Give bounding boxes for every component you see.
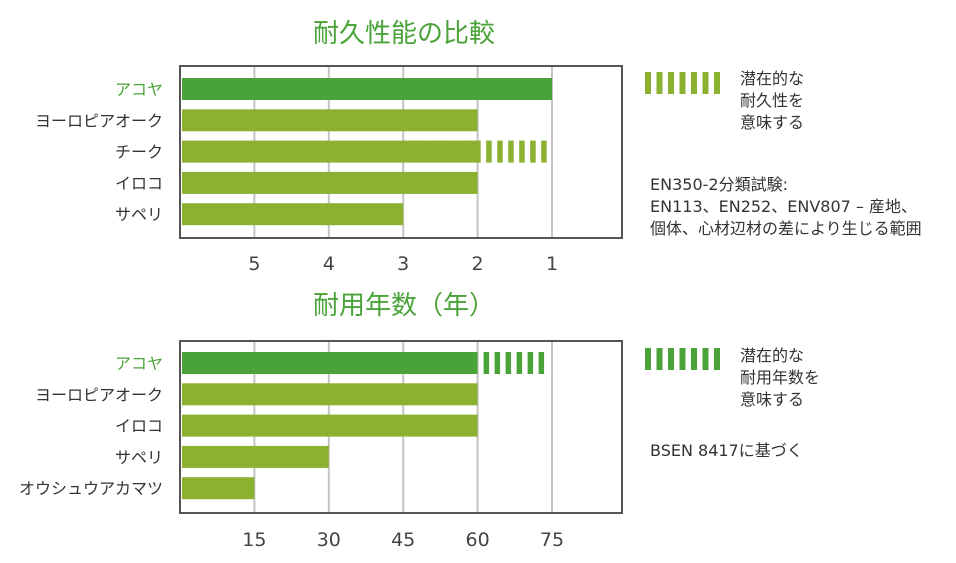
legend-label-line-2: 耐久性を <box>740 91 804 110</box>
bar-5 <box>182 477 255 500</box>
legend-stripe <box>668 348 674 370</box>
potential-stripe <box>431 140 437 163</box>
note-line-1: BSEN 8417に基づく <box>650 441 803 460</box>
bar-2 <box>182 383 478 406</box>
bar-4 <box>182 171 478 194</box>
category-label: チーク <box>115 143 163 162</box>
potential-stripe <box>497 140 503 163</box>
potential-stripe <box>505 352 512 374</box>
legend-swatch-service-life <box>645 348 720 370</box>
note-service-life: BSEN 8417に基づく <box>650 441 803 460</box>
legend-stripe <box>702 348 709 370</box>
legend-stripe <box>691 348 697 370</box>
category-label: サペリ <box>115 205 163 224</box>
x-tick-labels-durability: 5 4 3 2 1 <box>248 253 558 275</box>
x-tick-label: 5 <box>248 253 260 275</box>
legend-stripe <box>691 72 697 94</box>
legend-stripe <box>714 348 720 370</box>
category-label: アコヤ <box>115 354 163 373</box>
bar-1 <box>182 352 478 374</box>
note-line-3: 個体、心材辺材の差により生じる範囲 <box>650 219 922 238</box>
potential-stripe <box>519 140 525 163</box>
bars-service-life <box>182 352 545 500</box>
bar-1 <box>182 78 552 100</box>
potential-stripe <box>464 140 470 163</box>
potential-stripe <box>475 140 481 163</box>
potential-stripe <box>483 352 490 374</box>
x-tick-label: 75 <box>540 529 564 551</box>
legend-label-line-2: 耐用年数を <box>740 368 820 387</box>
legend-label-line-1: 潜在的な <box>740 346 804 365</box>
legend-label-line-3: 意味する <box>740 390 804 409</box>
legend-label-line-1: 潜在的な <box>740 69 804 88</box>
potential-range-3 <box>409 140 547 163</box>
category-label: サペリ <box>115 448 163 467</box>
plot-frame-service-life <box>179 340 623 514</box>
x-tick-label: 2 <box>472 253 484 275</box>
x-tick-label: 45 <box>391 529 415 551</box>
chart-title-durability: 耐久性能の比較 <box>313 19 495 49</box>
potential-stripe <box>453 140 459 163</box>
potential-range-1 <box>483 352 545 374</box>
note-line-1: EN350-2分類試験: <box>650 175 788 194</box>
legend-stripe <box>679 348 686 370</box>
chart-title-service-life: 耐用年数（年） <box>313 291 495 321</box>
bar-4 <box>182 445 329 468</box>
bars-durability <box>182 78 552 226</box>
potential-stripe <box>516 352 523 374</box>
potential-stripe <box>527 352 534 374</box>
legend-stripe <box>645 348 651 370</box>
potential-stripe <box>541 140 547 163</box>
potential-stripe <box>508 140 514 163</box>
category-label: オウシュウアカマツ <box>19 479 163 498</box>
category-label: イロコ <box>115 417 163 436</box>
potential-stripe <box>530 140 536 163</box>
bar-2 <box>182 109 478 132</box>
legend-durability: 潜在的な 耐久性を 意味する <box>645 69 804 132</box>
x-tick-label: 60 <box>466 529 490 551</box>
potential-stripe <box>409 140 415 163</box>
category-label: ヨーロピアオーク <box>35 111 163 130</box>
legend-stripe <box>702 72 709 94</box>
x-tick-label: 3 <box>397 253 409 275</box>
x-tick-label: 15 <box>242 529 266 551</box>
x-tick-label: 1 <box>546 253 558 275</box>
note-durability: EN350-2分類試験: EN113、EN252、ENV807 – 産地、 個体… <box>650 175 922 238</box>
legend-stripe <box>645 72 651 94</box>
x-tick-label: 4 <box>323 253 335 275</box>
category-label: アコヤ <box>115 80 163 99</box>
potential-stripe <box>538 352 545 374</box>
legend-stripe <box>656 348 663 370</box>
potential-stripe <box>442 140 448 163</box>
potential-stripe <box>420 140 426 163</box>
category-label: イロコ <box>115 174 163 193</box>
bar-3 <box>182 414 478 437</box>
legend-stripe <box>668 72 674 94</box>
category-label: ヨーロピアオーク <box>35 385 163 404</box>
x-tick-labels-service-life: 15 30 45 60 75 <box>242 529 564 551</box>
legend-stripe <box>714 72 720 94</box>
legend-swatch-durability <box>645 72 720 94</box>
bar-3 <box>182 140 478 163</box>
potential-stripe <box>486 140 492 163</box>
bar-5 <box>182 203 404 226</box>
note-line-2: EN113、EN252、ENV807 – 産地、 <box>650 197 917 216</box>
legend-stripe <box>656 72 663 94</box>
x-tick-label: 30 <box>317 529 341 551</box>
potential-stripe <box>494 352 501 374</box>
legend-stripe <box>679 72 686 94</box>
legend-label-line-3: 意味する <box>740 113 804 132</box>
plot-frame-durability <box>179 65 623 239</box>
legend-service-life: 潜在的な 耐用年数を 意味する <box>645 346 820 409</box>
